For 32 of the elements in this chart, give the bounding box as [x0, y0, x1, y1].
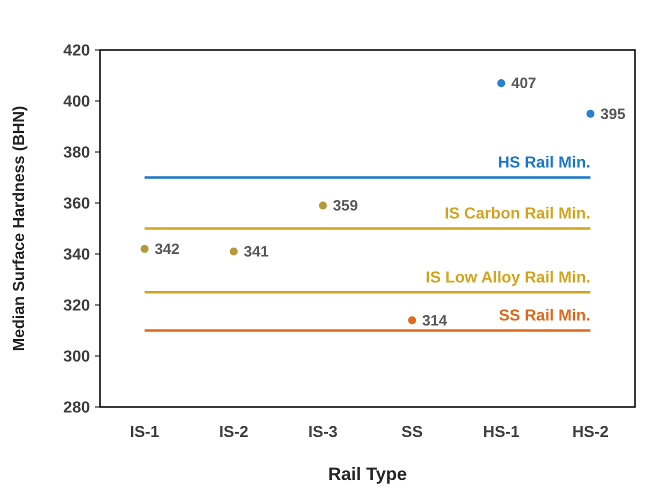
y-axis-title: Median Surface Hardness (BHN) [11, 106, 28, 352]
x-tick-label: SS [401, 424, 424, 441]
y-tick-label: 380 [63, 144, 90, 162]
y-tick-label: 340 [63, 246, 90, 264]
y-tick-label: 280 [63, 400, 90, 417]
ref-line-label: HS Rail Min. [498, 154, 590, 172]
ref-line-label: SS Rail Min. [498, 308, 590, 324]
data-label: 314 [422, 312, 448, 330]
data-label: 359 [332, 198, 358, 215]
x-tick-label: HS-2 [572, 424, 609, 441]
point [408, 316, 416, 324]
ref-line-label: IS Low Alloy Rail Min. [426, 269, 590, 286]
data-label: 407 [511, 75, 536, 92]
point [318, 202, 327, 210]
point [140, 244, 149, 253]
point [497, 79, 506, 88]
x-axis-title: Rail Type [328, 464, 407, 484]
x-tick-label: HS-1 [483, 424, 520, 441]
data-label: 341 [244, 243, 269, 260]
x-tick-label: IS-3 [308, 424, 338, 441]
x-tick-label: IS-1 [130, 424, 160, 441]
point [230, 247, 238, 256]
y-tick-label: 400 [63, 94, 90, 111]
x-tick-label: IS-2 [219, 424, 249, 441]
point [586, 110, 594, 118]
y-tick-label: 320 [63, 298, 90, 315]
ref-line-label: IS Carbon Rail Min. [444, 206, 590, 222]
data-label: 342 [154, 240, 180, 258]
y-tick-label: 360 [63, 196, 90, 213]
y-tick-label: 300 [63, 348, 90, 366]
y-tick-label: 420 [63, 42, 90, 60]
data-label: 395 [600, 106, 626, 123]
